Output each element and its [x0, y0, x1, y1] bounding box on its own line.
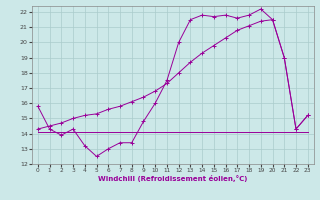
X-axis label: Windchill (Refroidissement éolien,°C): Windchill (Refroidissement éolien,°C) — [98, 175, 247, 182]
